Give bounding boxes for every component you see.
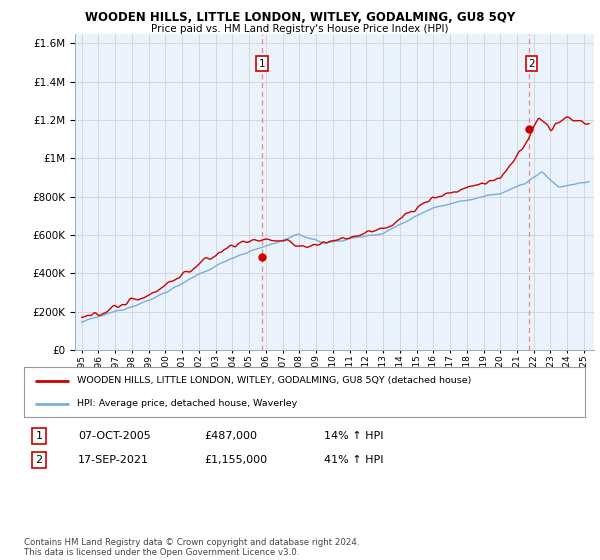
Text: Price paid vs. HM Land Registry's House Price Index (HPI): Price paid vs. HM Land Registry's House … bbox=[151, 24, 449, 34]
Text: 17-SEP-2021: 17-SEP-2021 bbox=[78, 455, 149, 465]
Text: 2: 2 bbox=[528, 59, 535, 69]
Text: £487,000: £487,000 bbox=[204, 431, 257, 441]
Text: £1,155,000: £1,155,000 bbox=[204, 455, 267, 465]
Text: 2: 2 bbox=[35, 455, 43, 465]
Text: 07-OCT-2005: 07-OCT-2005 bbox=[78, 431, 151, 441]
Text: WOODEN HILLS, LITTLE LONDON, WITLEY, GODALMING, GU8 5QY (detached house): WOODEN HILLS, LITTLE LONDON, WITLEY, GOD… bbox=[77, 376, 472, 385]
Text: HPI: Average price, detached house, Waverley: HPI: Average price, detached house, Wave… bbox=[77, 399, 298, 408]
Text: 1: 1 bbox=[259, 59, 265, 69]
Text: WOODEN HILLS, LITTLE LONDON, WITLEY, GODALMING, GU8 5QY: WOODEN HILLS, LITTLE LONDON, WITLEY, GOD… bbox=[85, 11, 515, 24]
Text: Contains HM Land Registry data © Crown copyright and database right 2024.
This d: Contains HM Land Registry data © Crown c… bbox=[24, 538, 359, 557]
Text: 1: 1 bbox=[35, 431, 43, 441]
Text: 14% ↑ HPI: 14% ↑ HPI bbox=[324, 431, 383, 441]
Text: 41% ↑ HPI: 41% ↑ HPI bbox=[324, 455, 383, 465]
